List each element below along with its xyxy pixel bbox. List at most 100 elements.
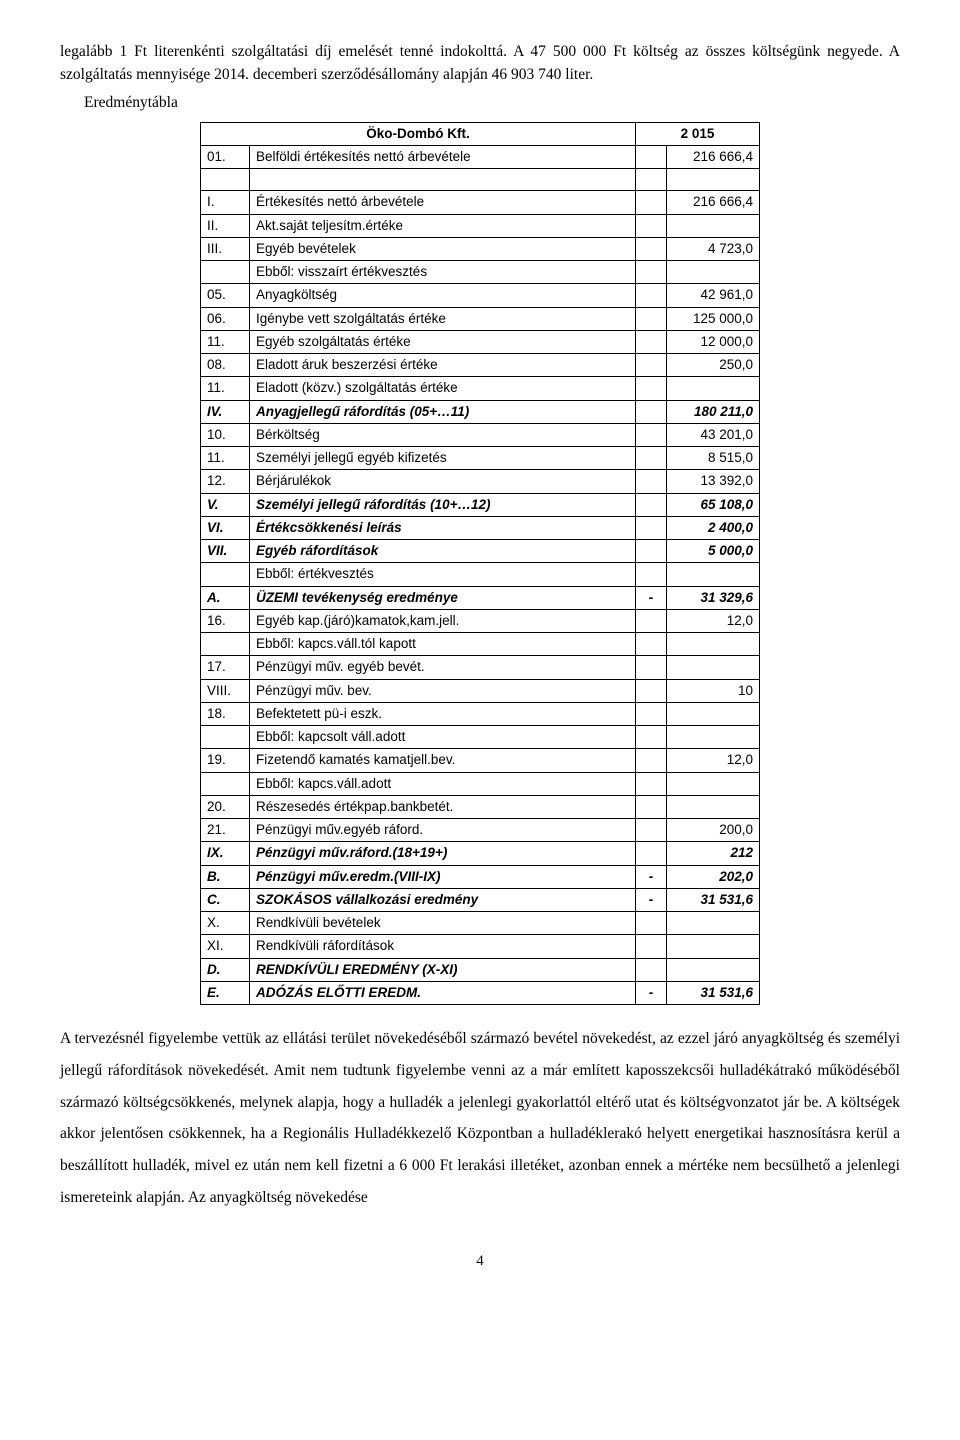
- row-sign: [636, 772, 667, 795]
- row-value: [667, 563, 760, 586]
- row-sign: [636, 819, 667, 842]
- table-row: E.ADÓZÁS ELŐTTI EREDM.-31 531,6: [201, 981, 760, 1004]
- results-table: Öko-Dombó Kft.2 01501.Belföldi értékesít…: [200, 122, 760, 1005]
- table-row: A.ÜZEMI tevékenység eredménye-31 329,6: [201, 586, 760, 609]
- table-row: 20.Részesedés értékpap.bankbetét.: [201, 795, 760, 818]
- row-value: 216 666,4: [667, 191, 760, 214]
- closing-paragraph: A tervezésnél figyelembe vettük az ellát…: [60, 1023, 900, 1214]
- row-value: [667, 935, 760, 958]
- row-code: 16.: [201, 609, 250, 632]
- row-code: 19.: [201, 749, 250, 772]
- row-label: Egyéb ráfordítások: [250, 540, 636, 563]
- row-value: 31 531,6: [667, 981, 760, 1004]
- row-value: 65 108,0: [667, 493, 760, 516]
- table-header-right: 2 015: [636, 122, 760, 145]
- row-sign: [636, 400, 667, 423]
- row-value: [667, 772, 760, 795]
- row-code: VII.: [201, 540, 250, 563]
- table-header-left: Öko-Dombó Kft.: [201, 122, 636, 145]
- row-value: 2 400,0: [667, 516, 760, 539]
- table-row: IV.Anyagjellegű ráfordítás (05+…11)180 2…: [201, 400, 760, 423]
- row-code: B.: [201, 865, 250, 888]
- row-label: Pénzügyi műv.egyéb ráford.: [250, 819, 636, 842]
- row-sign: [636, 656, 667, 679]
- row-value: 12,0: [667, 609, 760, 632]
- row-code: 11.: [201, 377, 250, 400]
- row-sign: [636, 493, 667, 516]
- table-row: 11.Személyi jellegű egyéb kifizetés 8 515…: [201, 447, 760, 470]
- row-label: Rendkívüli ráfordítások: [250, 935, 636, 958]
- row-sign: [636, 958, 667, 981]
- row-sign: [636, 795, 667, 818]
- table-row: III.Egyéb bevételek4 723,0: [201, 237, 760, 260]
- row-code: 08.: [201, 354, 250, 377]
- row-code: C.: [201, 888, 250, 911]
- row-value: [667, 214, 760, 237]
- row-value: 5 000,0: [667, 540, 760, 563]
- row-code: 01.: [201, 146, 250, 169]
- row-code: 18.: [201, 702, 250, 725]
- row-value: [667, 377, 760, 400]
- row-sign: [636, 563, 667, 586]
- row-label: Értékcsökkenési leírás: [250, 516, 636, 539]
- row-label: Anyagjellegű ráfordítás (05+…11): [250, 400, 636, 423]
- row-sign: [636, 679, 667, 702]
- row-code: VIII.: [201, 679, 250, 702]
- row-label: SZOKÁSOS vállalkozási eredmény: [250, 888, 636, 911]
- table-row: 10.Bérköltség43 201,0: [201, 423, 760, 446]
- table-row: 05.Anyagköltség42 961,0: [201, 284, 760, 307]
- table-row: V.Személyi jellegű ráfordítás (10+…12)65…: [201, 493, 760, 516]
- row-code: 11.: [201, 447, 250, 470]
- row-sign: [636, 935, 667, 958]
- table-row: D.RENDKÍVÜLI EREDMÉNY (X-XI): [201, 958, 760, 981]
- row-sign: [636, 516, 667, 539]
- table-row: 06.Igénybe vett szolgáltatás értéke125 0…: [201, 307, 760, 330]
- row-code: 11.: [201, 330, 250, 353]
- row-label: Személyi jellegű egyéb kifizetés: [250, 447, 636, 470]
- row-sign: [636, 214, 667, 237]
- row-label: Részesedés értékpap.bankbetét.: [250, 795, 636, 818]
- row-sign: [636, 146, 667, 169]
- row-code: E.: [201, 981, 250, 1004]
- table-row: VI.Értékcsökkenési leírás2 400,0: [201, 516, 760, 539]
- table-row: 11.Eladott (közv.) szolgáltatás értéke: [201, 377, 760, 400]
- table-row: I.Értékesítés nettó árbevétele216 666,4: [201, 191, 760, 214]
- table-row: VIII.Pénzügyi műv. bev.10: [201, 679, 760, 702]
- row-code: 06.: [201, 307, 250, 330]
- row-value: 202,0: [667, 865, 760, 888]
- row-sign: [636, 842, 667, 865]
- row-value: 8 515,0: [667, 447, 760, 470]
- row-sign: [636, 540, 667, 563]
- row-value: 12 000,0: [667, 330, 760, 353]
- row-value: 250,0: [667, 354, 760, 377]
- table-row: 19.Fizetendő kamatés kamatjell.bev.12,0: [201, 749, 760, 772]
- row-sign: [636, 423, 667, 446]
- row-label: Befektetett pü-i eszk.: [250, 702, 636, 725]
- row-label: RENDKÍVÜLI EREDMÉNY (X-XI): [250, 958, 636, 981]
- row-label: Eladott áruk beszerzési értéke: [250, 354, 636, 377]
- row-code: 12.: [201, 470, 250, 493]
- row-code: II.: [201, 214, 250, 237]
- row-label: Egyéb kap.(járó)kamatok,kam.jell.: [250, 609, 636, 632]
- row-code: [201, 563, 250, 586]
- table-row: 01.Belföldi értékesítés nettó árbevétele…: [201, 146, 760, 169]
- row-label: Pénzügyi műv.eredm.(VIII-IX): [250, 865, 636, 888]
- row-label: Igénybe vett szolgáltatás értéke: [250, 307, 636, 330]
- row-code: 05.: [201, 284, 250, 307]
- row-value: [667, 912, 760, 935]
- table-row: 21.Pénzügyi műv.egyéb ráford.200,0: [201, 819, 760, 842]
- row-sign: [636, 702, 667, 725]
- row-label: Bérköltség: [250, 423, 636, 446]
- table-row: VII.Egyéb ráfordítások 5 000,0: [201, 540, 760, 563]
- results-table-wrap: Öko-Dombó Kft.2 01501.Belföldi értékesít…: [60, 122, 900, 1005]
- row-code: XI.: [201, 935, 250, 958]
- row-label: Belföldi értékesítés nettó árbevétele: [250, 146, 636, 169]
- row-label: Ebből: kapcs.váll.adott: [250, 772, 636, 795]
- row-sign: [636, 191, 667, 214]
- row-label: Pénzügyi műv.ráford.(18+19+): [250, 842, 636, 865]
- table-row: 12.Bérjárulékok13 392,0: [201, 470, 760, 493]
- row-sign: [636, 330, 667, 353]
- row-label: Pénzügyi műv. bev.: [250, 679, 636, 702]
- table-row: Ebből: kapcs.váll.adott: [201, 772, 760, 795]
- row-code: [201, 726, 250, 749]
